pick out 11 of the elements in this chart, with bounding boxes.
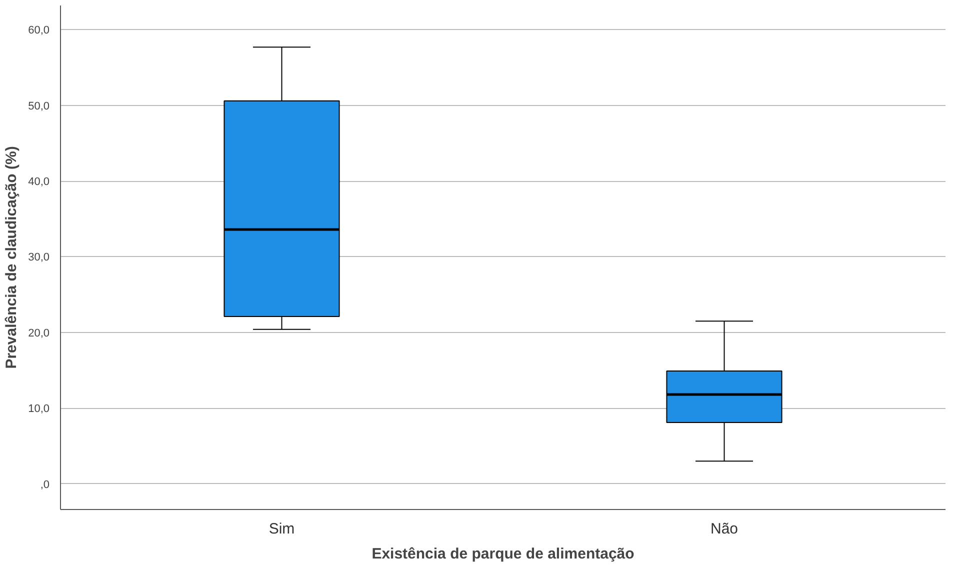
y-axis-title: Prevalência de claudicação (%) <box>3 146 20 369</box>
y-tick-label: 10,0 <box>28 403 50 416</box>
x-axis-title: Existência de parque de alimentação <box>372 546 634 562</box>
y-tick-label: 50,0 <box>28 100 50 112</box>
y-tick-label: 30,0 <box>28 252 50 264</box>
y-tick-label: 40,0 <box>28 176 50 188</box>
x-tick-label: Sim <box>268 520 295 538</box>
x-tick-label: Não <box>710 520 738 538</box>
y-tick-label: 60,0 <box>28 24 50 37</box>
y-tick-label: 20,0 <box>28 327 50 340</box>
y-tick-label: ,0 <box>40 478 50 491</box>
